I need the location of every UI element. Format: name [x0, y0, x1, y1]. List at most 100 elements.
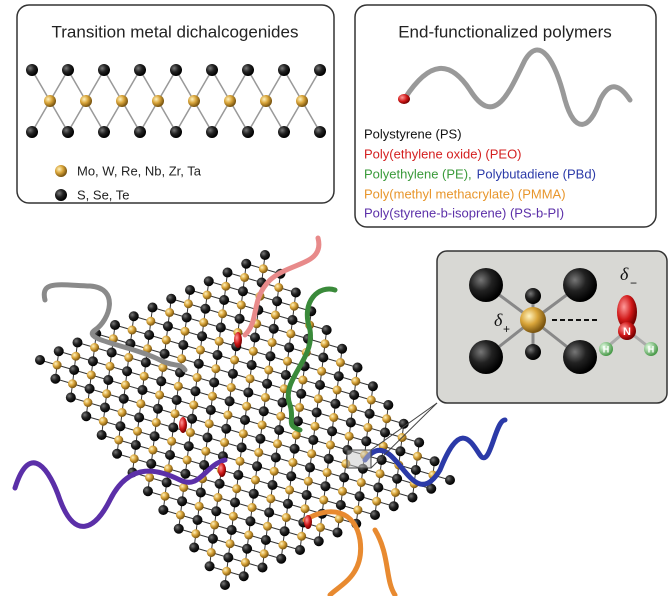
metal-atom [329, 413, 339, 422]
tmd-panel: Transition metal dichalcogenides Mo, W, … [16, 4, 335, 204]
chalcogen-atom [142, 486, 153, 497]
chalcogen-atom [26, 64, 38, 76]
chalcogen-atom [262, 378, 273, 389]
chalcogen-atom [140, 357, 151, 368]
metal-atom [83, 398, 93, 407]
metal-atom [86, 370, 96, 380]
small-lattice [26, 64, 326, 138]
partial-charge: δ [620, 264, 629, 284]
metal-atom [210, 520, 220, 530]
metal-atom [117, 408, 127, 417]
inset-panel: N H H δ + δ − [436, 250, 668, 404]
chalcogen-atom [414, 437, 425, 448]
chalcogen-atom [260, 535, 271, 545]
chalcogen-atom [65, 392, 76, 403]
metal-atom [248, 346, 258, 356]
chalcogen-atom [265, 351, 276, 362]
chalcogen-atom [388, 501, 399, 512]
metal-atom [319, 495, 329, 505]
chalcogen-atom [323, 453, 334, 464]
chalcogen-atom [250, 332, 260, 343]
chalcogen-atom [227, 368, 238, 379]
chalcogen-atom [445, 475, 455, 485]
metal-atom [267, 338, 277, 347]
chalcogen-atom [248, 488, 259, 499]
metal-atom [136, 399, 146, 409]
panel-title: Transition metal dichalcogenides [52, 22, 299, 41]
metal-atom [303, 476, 313, 486]
chalcogen-atom [62, 64, 74, 76]
metal-atom [218, 309, 227, 319]
chalcogen-atom [234, 313, 245, 324]
chalcogen-atom [278, 64, 290, 76]
chalcogen-atom [426, 483, 437, 494]
metal-atom [202, 290, 212, 300]
metal-atom [291, 430, 301, 440]
metal-atom [322, 468, 332, 477]
chalcogen-atom [295, 545, 305, 555]
chalcogen-atom [200, 303, 211, 314]
metal-atom [183, 299, 193, 309]
chalcogen-atom [199, 460, 210, 470]
chalcogen-atom [364, 408, 375, 419]
metal-atom [281, 513, 291, 522]
chalcogen-atom [209, 377, 220, 388]
chalcogen-atom [264, 507, 275, 518]
chalcogen-atom [321, 325, 332, 335]
chalcogen-atom [204, 561, 215, 572]
chalcogen-atom [168, 422, 179, 433]
chalcogen-atom [243, 387, 254, 398]
chalcogen-atom [215, 322, 226, 333]
metal-atom [334, 514, 344, 524]
chalcogen-atom [361, 436, 372, 447]
chalcogen-atom [221, 423, 232, 434]
chalcogen-atom [185, 285, 195, 295]
chalcogen-atom [370, 510, 380, 520]
chalcogen-atom [220, 580, 230, 590]
metal-atom [165, 308, 175, 317]
chalcogen-atom [301, 490, 312, 500]
chalcogen-atom [205, 405, 216, 415]
metal-atom [274, 283, 284, 292]
metal-atom [317, 366, 327, 376]
partial-charge: δ [494, 310, 503, 330]
atom-label: H [648, 344, 655, 354]
metal-atom [235, 456, 245, 466]
chalcogen-atom [292, 416, 303, 427]
chalcogen-atom [376, 455, 387, 465]
chalcogen-atom [69, 365, 80, 375]
metal-atom [297, 531, 307, 541]
polymer-label: Poly(ethylene oxide) (PEO) [364, 146, 522, 161]
chalcogen-atom [128, 311, 139, 322]
metal-atom [375, 469, 385, 479]
metal-atom [315, 523, 325, 532]
chalcogen-atom [383, 400, 394, 410]
metal-atom [180, 326, 190, 336]
chalcogen-atom [96, 430, 107, 440]
metal-atom [390, 488, 400, 497]
metal-atom [238, 429, 248, 439]
polymer-label: Polybutadiene (PBd) [477, 166, 596, 181]
end-group [398, 94, 410, 104]
metal-atom [298, 375, 308, 385]
chalcogen-atom [81, 411, 92, 422]
chalcogen-atom [398, 418, 409, 429]
chalcogen-atom [268, 323, 279, 334]
legend-metal [55, 165, 67, 177]
chalcogen-atom [380, 427, 390, 438]
metal-atom [116, 95, 128, 107]
chalcogen-atom [330, 398, 341, 409]
chalcogen-atom [320, 481, 331, 492]
metal-atom [353, 505, 363, 515]
chalcogen-atom [222, 267, 233, 278]
metal-atom [269, 466, 279, 476]
chalcogen-atom [115, 421, 126, 432]
metal-atom [152, 95, 164, 107]
metal-atom [195, 345, 205, 355]
metal-atom [127, 325, 137, 335]
metal-atom [114, 435, 124, 445]
chalcogen-atom [162, 321, 173, 332]
chalcogen-atom [187, 413, 198, 424]
chalcogen-atom [72, 337, 83, 348]
chalcogen-atom [305, 462, 315, 473]
